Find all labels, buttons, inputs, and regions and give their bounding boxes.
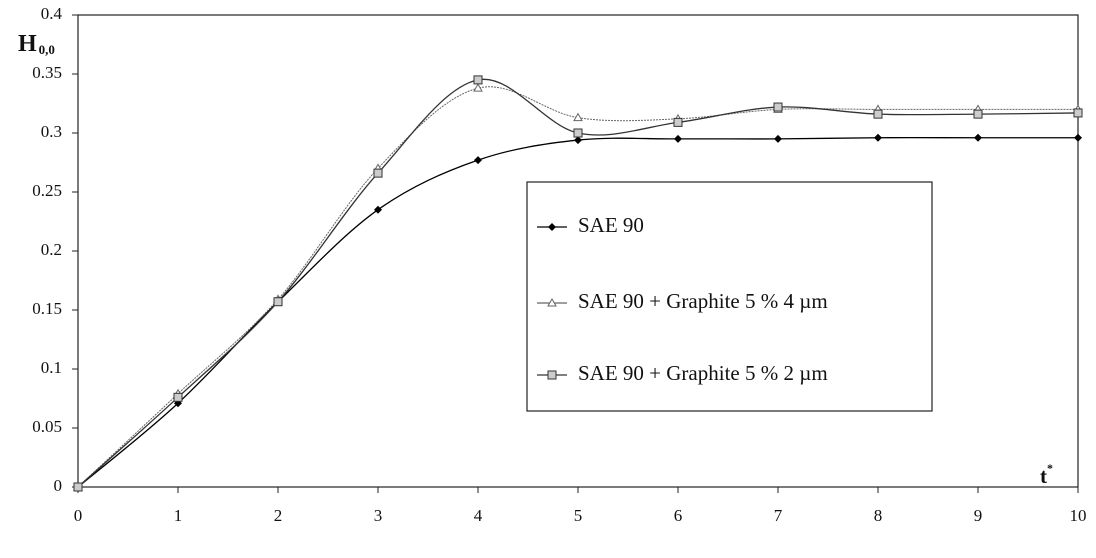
y-tick-label: 0.2: [41, 240, 62, 259]
x-label-sup: *: [1047, 461, 1053, 475]
x-tick-label: 2: [274, 506, 283, 525]
marker-diamond: [574, 136, 582, 145]
marker-square: [73, 482, 83, 492]
marker-square: [273, 297, 283, 307]
y-tick-label: 0.35: [32, 63, 62, 82]
marker-diamond: [374, 205, 382, 214]
x-tick-label: 1: [174, 506, 183, 525]
legend-marker: [547, 297, 557, 307]
y-tick-label: 0.15: [32, 299, 62, 318]
marker-square: [973, 109, 983, 119]
y-tick-label: 0.25: [32, 181, 62, 200]
x-tick-label: 6: [674, 506, 683, 525]
x-tick-label: 7: [774, 506, 783, 525]
legend-label: SAE 90 + Graphite 5 % 4 µm: [578, 289, 828, 313]
y-tick-label: 0.3: [41, 122, 62, 141]
marker-square: [673, 117, 683, 127]
y-tick-label: 0.05: [32, 417, 62, 436]
marker-square: [473, 75, 483, 85]
series-line: [77, 86, 1078, 488]
marker-square: [1073, 108, 1083, 118]
x-label-main: t: [1040, 464, 1047, 488]
marker-diamond: [474, 156, 482, 165]
marker-diamond: [1074, 133, 1082, 142]
x-tick-label: 9: [974, 506, 983, 525]
y-label-main: H: [18, 31, 37, 57]
marker-triangle: [473, 83, 483, 92]
marker-diamond: [674, 134, 682, 143]
y-tick-label: 0: [54, 476, 63, 495]
y-tick-label: 0.4: [41, 4, 63, 23]
marker-square: [873, 109, 883, 119]
marker-diamond: [774, 134, 782, 143]
y-axis-label: H 0,0: [18, 31, 55, 57]
x-tick-label: 10: [1070, 506, 1087, 525]
marker-square: [173, 392, 183, 402]
marker-diamond: [974, 133, 982, 142]
marker-triangle: [573, 112, 583, 122]
legend-label: SAE 90 + Graphite 5 % 2 µm: [578, 361, 828, 385]
legend-marker: [548, 223, 556, 231]
y-label-sub: 0,0: [39, 42, 55, 57]
marker-square: [373, 168, 383, 178]
x-tick-label: 5: [574, 506, 583, 525]
x-axis-label: t*: [1040, 461, 1053, 488]
marker-diamond: [874, 133, 882, 142]
series-line: [77, 78, 1079, 488]
legend-marker: [547, 370, 557, 380]
x-tick-label: 8: [874, 506, 883, 525]
marker-square: [773, 102, 783, 112]
marker-square: [573, 128, 583, 138]
x-tick-label: 3: [374, 506, 383, 525]
legend-label: SAE 90: [578, 213, 644, 237]
x-tick-label: 4: [474, 506, 483, 525]
y-tick-label: 0.1: [41, 358, 62, 377]
x-tick-label: 0: [74, 506, 83, 525]
legend-box: [526, 181, 933, 412]
